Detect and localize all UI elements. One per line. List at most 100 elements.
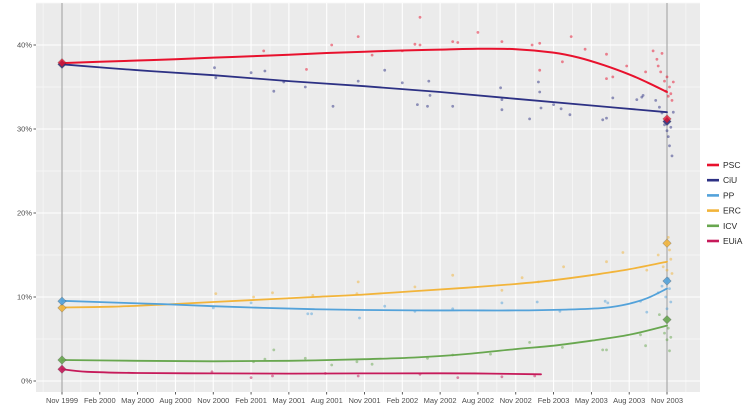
legend-label-EUiA: EUiA: [723, 236, 743, 246]
poll-point-PP: [645, 310, 649, 314]
poll-point-CiU: [635, 98, 639, 101]
poll-point-CiU: [559, 107, 563, 111]
poll-point-ICV: [658, 313, 661, 316]
poll-point-PSC: [644, 70, 647, 74]
x-axis-label: Nov 2001: [348, 396, 380, 405]
poll-point-ICV: [601, 348, 605, 352]
poll-point-PSC: [530, 43, 534, 47]
poll-point-CiU: [601, 118, 605, 122]
poll-point-CiU: [451, 104, 455, 108]
poll-point-ERC: [670, 272, 674, 275]
poll-point-PSC: [370, 53, 374, 57]
legend-label-ERC: ERC: [723, 206, 741, 216]
poll-point-PSC: [418, 15, 422, 19]
poll-point-ERC: [311, 293, 315, 297]
poll-point-EUiA: [271, 374, 274, 378]
poll-point-ERC: [451, 273, 455, 277]
poll-point-ERC: [500, 288, 504, 292]
election-result-2003-PSC: [662, 114, 672, 124]
election-result-1999-PP: [57, 296, 67, 306]
poll-point-PP: [669, 300, 673, 304]
x-axis-label: Aug 2003: [613, 396, 645, 405]
poll-point-ERC: [668, 248, 671, 252]
trend-line-CiU: [61, 63, 668, 114]
poll-point-PSC: [671, 80, 675, 84]
x-axis-label: May 2000: [121, 396, 154, 405]
poll-point-CiU: [665, 129, 669, 133]
poll-point-CiU: [539, 106, 543, 110]
election-result-2003-ERC: [662, 238, 672, 248]
poll-point-ERC: [271, 291, 274, 295]
poll-point-ERC: [645, 268, 649, 272]
poll-point-CiU: [611, 96, 615, 100]
poll-point-CiU: [416, 103, 419, 106]
poll-point-PP: [665, 307, 669, 311]
poll-point-PSC: [413, 42, 417, 46]
poll-point-ICV: [666, 326, 670, 330]
poll-point-CiU: [249, 71, 253, 75]
x-axis-label: Feb 2003: [538, 396, 570, 405]
poll-point-CiU: [670, 154, 674, 158]
poll-point-ERC: [413, 285, 417, 289]
x-axis-label: Nov 1999: [46, 396, 78, 405]
poll-point-PSC: [605, 77, 608, 80]
poll-point-PP: [383, 304, 387, 308]
legend-label-ICV: ICV: [723, 221, 738, 231]
poll-point-PSC: [611, 75, 615, 79]
poll-point-PSC: [670, 99, 674, 102]
poll-point-CiU: [500, 108, 504, 112]
poll-point-PSC: [538, 68, 542, 72]
poll-point-ERC: [656, 253, 660, 257]
y-axis-label: 40%: [17, 41, 32, 50]
poll-point-ICV: [644, 344, 647, 348]
poll-point-CiU: [568, 113, 572, 117]
poll-point-ERC: [562, 265, 565, 269]
poll-point-PP: [668, 287, 671, 290]
poll-point-PSC: [659, 70, 663, 74]
poll-point-CiU: [331, 104, 335, 108]
poll-point-CiU: [538, 90, 542, 94]
trend-line-PSC: [61, 47, 668, 93]
poll-point-PSC: [668, 85, 671, 89]
poll-point-CiU: [426, 104, 429, 108]
poll-point-CiU: [658, 105, 661, 109]
election-result-1999-PSC: [57, 57, 67, 68]
poll-point-ERC: [621, 251, 625, 254]
poll-point-ERC: [252, 295, 256, 299]
poll-point-CiU: [666, 135, 670, 139]
legend-label-PSC: PSC: [723, 160, 740, 170]
poll-point-ICV: [665, 338, 669, 342]
poll-point-PSC: [605, 52, 608, 56]
poll-point-EUiA: [249, 376, 253, 379]
poll-point-PP: [535, 300, 539, 304]
poll-point-ICV: [272, 348, 276, 352]
poll-point-PSC: [418, 43, 422, 47]
y-axis-label: 0%: [21, 377, 32, 386]
y-axis-label: 30%: [17, 125, 32, 134]
poll-point-PSC: [538, 41, 542, 45]
poll-point-ICV: [668, 349, 671, 353]
election-result-2003-ICV: [662, 314, 672, 325]
poll-point-PSC: [655, 57, 659, 61]
poll-point-CiU: [427, 79, 431, 83]
poll-point-ICV: [663, 331, 666, 335]
x-axis-label: May 2003: [575, 396, 608, 405]
poll-point-CiU: [303, 85, 307, 89]
poll-point-CiU: [499, 86, 502, 90]
poll-point-CiU: [500, 98, 504, 101]
poll-point-PSC: [669, 92, 673, 96]
poll-point-CiU: [654, 99, 658, 102]
poll-point-CiU: [213, 66, 216, 70]
poll-point-CiU: [428, 94, 432, 97]
poll-point-CiU: [383, 68, 387, 72]
poll-point-PSC: [561, 60, 564, 64]
poll-point-PSC: [569, 35, 573, 38]
poll-point-CiU: [663, 123, 666, 127]
poll-point-ICV: [330, 363, 334, 367]
poll-point-ICV: [561, 346, 564, 349]
x-axis-label: Feb 2001: [235, 396, 267, 405]
x-axis-label: Feb 2002: [386, 396, 418, 405]
poll-point-ERC: [669, 257, 673, 261]
